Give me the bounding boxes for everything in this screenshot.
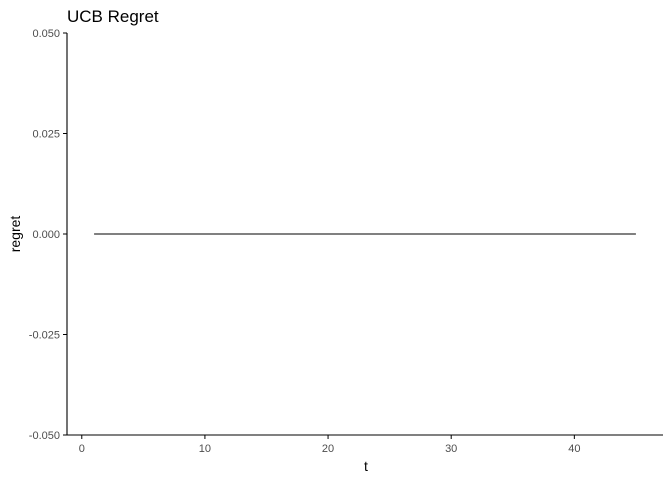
- y-tick-label: 0.000: [32, 229, 60, 241]
- x-tick-label: 10: [199, 443, 211, 455]
- y-tick-label: -0.050: [29, 430, 60, 442]
- x-tick-label: 40: [568, 443, 580, 455]
- x-tick-label: 20: [322, 443, 334, 455]
- chart-title: UCB Regret: [67, 7, 159, 26]
- x-axis-title: t: [364, 458, 368, 474]
- y-tick-label: 0.025: [32, 129, 60, 141]
- y-axis: 0.050 0.025 0.000 -0.025 -0.050: [29, 28, 68, 442]
- y-tick-label: 0.050: [32, 28, 60, 40]
- x-axis: 0 10 20 30 40: [67, 434, 663, 455]
- y-axis-title: regret: [7, 216, 23, 253]
- x-tick-label: 0: [79, 443, 85, 455]
- x-tick-label: 30: [445, 443, 457, 455]
- y-tick-label: -0.025: [29, 330, 60, 342]
